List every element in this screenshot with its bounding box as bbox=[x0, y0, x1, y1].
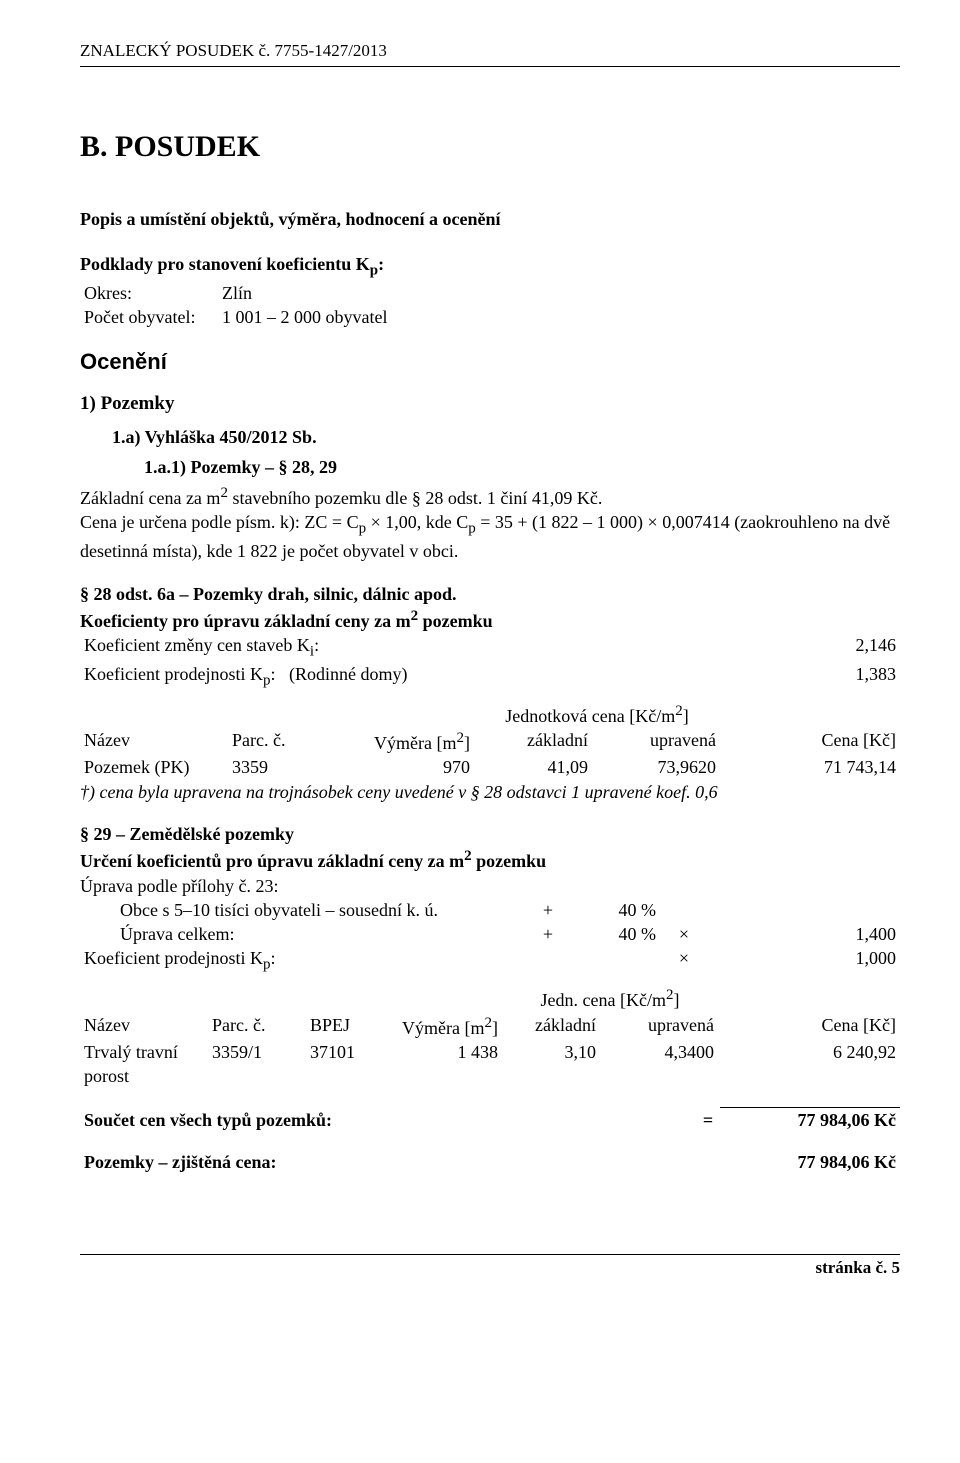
urceni-pref: Určení koeficientů pro úpravu základní c… bbox=[80, 851, 464, 871]
koef-kp2-times: × bbox=[660, 946, 708, 975]
okres-value: Zlín bbox=[218, 281, 391, 305]
t2-r-nazev-l1: Trvalý travní bbox=[80, 1040, 208, 1064]
t2-h-cena: Cena [Kč] bbox=[718, 1013, 900, 1040]
uprava-plus: + bbox=[524, 922, 572, 946]
uprava-pct: 40 % bbox=[572, 922, 660, 946]
urceni-suf: pozemku bbox=[472, 851, 547, 871]
koef-kp2-label: Koeficient prodejnosti Kp: bbox=[80, 946, 660, 975]
koef-ki-label: Koeficient změny cen staveb Ki: bbox=[80, 633, 792, 662]
koef-kp2-val: 1,000 bbox=[708, 946, 900, 975]
koef-kp-label: Koeficient prodejnosti Kp: (Rodinné domy… bbox=[80, 662, 792, 691]
t1-h-parc: Parc. č. bbox=[228, 728, 336, 755]
t2-h-parc: Parc. č. bbox=[208, 1013, 306, 1040]
table-row: Trvalý travní 3359/1 37101 1 438 3,10 4,… bbox=[80, 1040, 900, 1064]
soucet-label: Součet cen všech typů pozemků: bbox=[80, 1108, 684, 1132]
footer-page: stránka č. 5 bbox=[80, 1257, 900, 1280]
uprava-podle: Úprava podle přílohy č. 23: bbox=[80, 874, 900, 898]
t2-r-parc: 3359/1 bbox=[208, 1040, 306, 1064]
pocet-value: 1 001 – 2 000 obyvatel bbox=[218, 305, 391, 329]
koef-title-suf: pozemku bbox=[418, 611, 493, 631]
t1-h-vymera: Výměra [m2] bbox=[336, 728, 474, 755]
t2-h-upravena: upravená bbox=[600, 1013, 718, 1040]
t2-r-bpej: 37101 bbox=[306, 1040, 384, 1064]
podklady-text: Podklady pro stanovení koeficientu Kp: bbox=[80, 254, 384, 274]
t2-r-vymera: 1 438 bbox=[384, 1040, 502, 1064]
section-b-title: B. POSUDEK bbox=[80, 127, 900, 168]
zjistena-label: Pozemky – zjištěná cena: bbox=[80, 1150, 692, 1174]
t1-r-nazev: Pozemek (PK) bbox=[80, 755, 228, 779]
t2-r-upravena: 4,3400 bbox=[600, 1040, 718, 1064]
koef-kp-val: 1,383 bbox=[792, 662, 900, 691]
zjistena-table: Pozemky – zjištěná cena: 77 984,06 Kč bbox=[80, 1150, 900, 1174]
zjistena-val: 77 984,06 Kč bbox=[692, 1150, 900, 1174]
obce-pct: 40 % bbox=[572, 898, 660, 922]
uprava-celkem: Úprava celkem: bbox=[80, 922, 524, 946]
urceni-title: Určení koeficientů pro úpravu základní c… bbox=[80, 846, 900, 873]
ocen-heading: Ocenění bbox=[80, 347, 900, 377]
zakladni-pref: Základní cena za m bbox=[80, 488, 220, 508]
section-subtitle: Popis a umístění objektů, výměra, hodnoc… bbox=[80, 207, 900, 231]
t2-r-zakladni: 3,10 bbox=[502, 1040, 600, 1064]
t2-r-nazev-l2: porost bbox=[80, 1064, 208, 1088]
t1-h-cena: Cena [Kč] bbox=[720, 728, 900, 755]
t2-h-vymera: Výměra [m2] bbox=[384, 1013, 502, 1040]
header-divider bbox=[80, 66, 900, 67]
h1-pozemky: 1) Pozemky bbox=[80, 391, 900, 417]
table-2: Jedn. cena [Kč/m2] Název Parc. č. BPEJ V… bbox=[80, 985, 900, 1088]
table-1: Jednotková cena [Kč/m2] Název Parc. č. V… bbox=[80, 701, 900, 780]
cena-urcena: Cena je určena podle písm. k): ZC = Cp ×… bbox=[80, 510, 900, 563]
t1-r-cena: 71 743,14 bbox=[720, 755, 900, 779]
footer-divider bbox=[80, 1254, 900, 1255]
soucet-val: 77 984,06 Kč bbox=[732, 1108, 900, 1132]
s28-title: § 28 odst. 6a – Pozemky drah, silnic, dá… bbox=[80, 582, 900, 606]
podklady-title: Podklady pro stanovení koeficientu Kp: bbox=[80, 252, 900, 281]
soucet-table: Součet cen všech typů pozemků: = 77 984,… bbox=[80, 1108, 900, 1132]
zakladni-suf: stavebního pozemku dle § 28 odst. 1 činí… bbox=[228, 488, 602, 508]
koef-table-1: Koeficient změny cen staveb Ki: 2,146 Ko… bbox=[80, 633, 900, 691]
t1-jedn: Jednotková cena [Kč/m2] bbox=[474, 701, 720, 728]
pocet-label: Počet obyvatel: bbox=[80, 305, 218, 329]
h1a: 1.a) Vyhláška 450/2012 Sb. bbox=[80, 425, 900, 449]
doc-header: ZNALECKÝ POSUDEK č. 7755-1427/2013 bbox=[80, 40, 900, 63]
koef-ki-val: 2,146 bbox=[792, 633, 900, 662]
s29-title: § 29 – Zemědělské pozemky bbox=[80, 822, 900, 846]
t2-h-vymera-pref: Výměra [m bbox=[402, 1018, 484, 1038]
t1-r-zakladni: 41,09 bbox=[474, 755, 592, 779]
t2-h-nazev: Název bbox=[80, 1013, 208, 1040]
t1-h-zakladni: základní bbox=[474, 728, 592, 755]
t1-h-nazev: Název bbox=[80, 728, 228, 755]
t1-h-upravena: upravená bbox=[592, 728, 720, 755]
t1-jedn-pref: Jednotková cena [Kč/m bbox=[505, 706, 675, 726]
note-italic: †) cena byla upravena na trojnásobek cen… bbox=[80, 780, 900, 804]
koef-title-pref: Koeficienty pro úpravu základní ceny za … bbox=[80, 611, 411, 631]
t1-r-upravena: 73,9620 bbox=[592, 755, 720, 779]
t1-r-vymera: 970 bbox=[336, 755, 474, 779]
okres-table: Okres: Zlín Počet obyvatel: 1 001 – 2 00… bbox=[80, 281, 391, 330]
t1-jedn-suf: ] bbox=[683, 706, 689, 726]
t2-r-cena: 6 240,92 bbox=[718, 1040, 900, 1064]
t2-jedn: Jedn. cena [Kč/m2] bbox=[502, 985, 718, 1012]
h1a1: 1.a.1) Pozemky – § 28, 29 bbox=[80, 455, 900, 479]
t1-r-parc: 3359 bbox=[228, 755, 336, 779]
obce-line: Obce s 5–10 tisíci obyvateli – sousední … bbox=[80, 898, 524, 922]
t2-jedn-suf: ] bbox=[673, 990, 679, 1010]
t1-h-vymera-pref: Výměra [m bbox=[374, 733, 456, 753]
obce-plus: + bbox=[524, 898, 572, 922]
koef-title: Koeficienty pro úpravu základní ceny za … bbox=[80, 606, 900, 633]
zakladni-line: Základní cena za m2 stavebního pozemku d… bbox=[80, 483, 900, 510]
t2-h-zakladni: základní bbox=[502, 1013, 600, 1040]
uprava-table: Obce s 5–10 tisíci obyvateli – sousední … bbox=[80, 898, 900, 975]
uprava-times: × bbox=[660, 922, 708, 946]
t2-jedn-pref: Jedn. cena [Kč/m bbox=[541, 990, 666, 1010]
t1-h-vymera-suf: ] bbox=[464, 733, 470, 753]
t2-h-bpej: BPEJ bbox=[306, 1013, 384, 1040]
okres-label: Okres: bbox=[80, 281, 218, 305]
t2-h-vymera-suf: ] bbox=[492, 1018, 498, 1038]
table-row: Pozemek (PK) 3359 970 41,09 73,9620 71 7… bbox=[80, 755, 900, 779]
soucet-eq: = bbox=[684, 1108, 732, 1132]
uprava-val: 1,400 bbox=[708, 922, 900, 946]
